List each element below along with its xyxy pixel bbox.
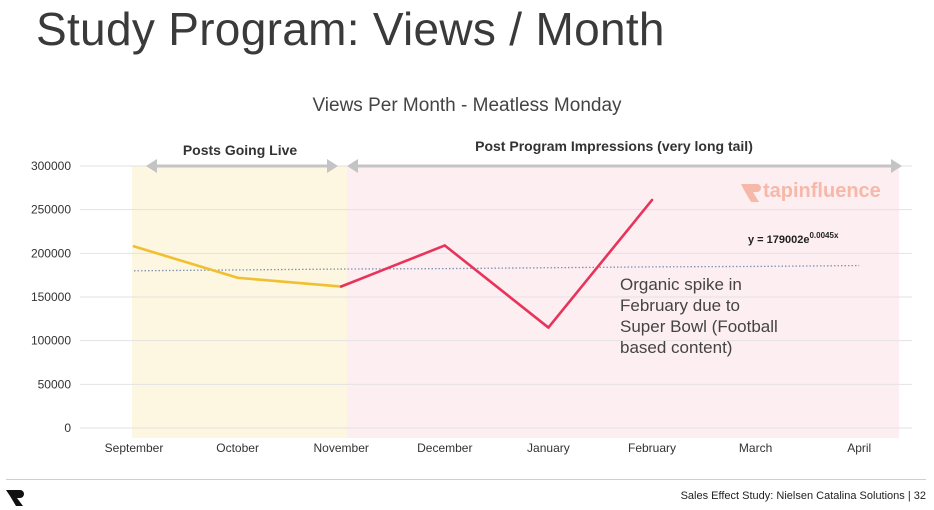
data-point [236, 276, 239, 279]
region-arrow-head-right [891, 159, 902, 173]
footer-divider [6, 479, 926, 480]
y-tick-label: 100000 [31, 334, 71, 348]
annotation-line: based content) [620, 338, 732, 357]
region-band [347, 166, 899, 438]
x-tick-label: February [628, 441, 676, 455]
y-tick-label: 50000 [38, 377, 72, 391]
region-label: Posts Going Live [183, 142, 298, 158]
x-tick-label: November [314, 441, 369, 455]
annotation-line: Super Bowl (Football [620, 317, 778, 336]
region-arrow-head-left [146, 159, 157, 173]
y-tick-label: 200000 [31, 246, 71, 260]
region-arrows: Posts Going Live Post Program Impressions… [146, 138, 902, 173]
chart-title: Views Per Month - Meatless Monday [312, 95, 622, 116]
x-tick-label: December [417, 441, 472, 455]
x-tick-label: October [216, 441, 259, 455]
x-tick-label: March [739, 441, 772, 455]
data-point [340, 285, 343, 288]
x-tick-label: January [527, 441, 570, 455]
data-point [650, 198, 654, 202]
line-chart: 0 50000 100000 150000 200000 250000 300000 Sep… [31, 138, 912, 455]
y-tick-label: 300000 [31, 159, 71, 173]
data-point [547, 326, 550, 329]
x-axis-tick-labels: September October November December January F… [105, 441, 872, 455]
y-tick-label: 0 [64, 421, 71, 435]
region-label: Post Program Impressions (very long tail… [475, 138, 753, 154]
slide-title: Study Program: Views / Month [36, 3, 665, 55]
y-axis-tick-labels: 0 50000 100000 150000 200000 250000 300000 [31, 159, 71, 435]
data-point [132, 245, 136, 248]
trendline-equation-exponent: 0.0045x [809, 231, 838, 240]
y-tick-label: 250000 [31, 203, 71, 217]
footer-text: Sales Effect Study: Nielsen Catalina Sol… [680, 490, 926, 502]
spike-annotation: Organic spike in February due to Super B… [620, 275, 783, 357]
trendline-equation: y = 179002e0.0045x [748, 231, 839, 246]
company-logo-icon [6, 490, 24, 506]
annotation-line: February due to [620, 296, 740, 315]
region-arrow-head-left [347, 159, 358, 173]
y-tick-label: 150000 [31, 290, 71, 304]
data-point [443, 244, 446, 247]
tapinfluence-logo-icon [741, 184, 761, 202]
region-arrow-head-right [327, 159, 338, 173]
x-tick-label: September [105, 441, 164, 455]
tapinfluence-wordmark: tapinfluence [763, 180, 881, 202]
annotation-line: Organic spike in [620, 275, 742, 294]
series-line-2 [339, 198, 654, 329]
region-band [132, 166, 347, 438]
x-tick-label: April [847, 441, 871, 455]
trendline-equation-base: y = 179002e [748, 234, 809, 246]
tapinfluence-watermark: tapinfluence [741, 180, 881, 202]
region-bands [132, 166, 899, 438]
data-series [132, 198, 654, 329]
